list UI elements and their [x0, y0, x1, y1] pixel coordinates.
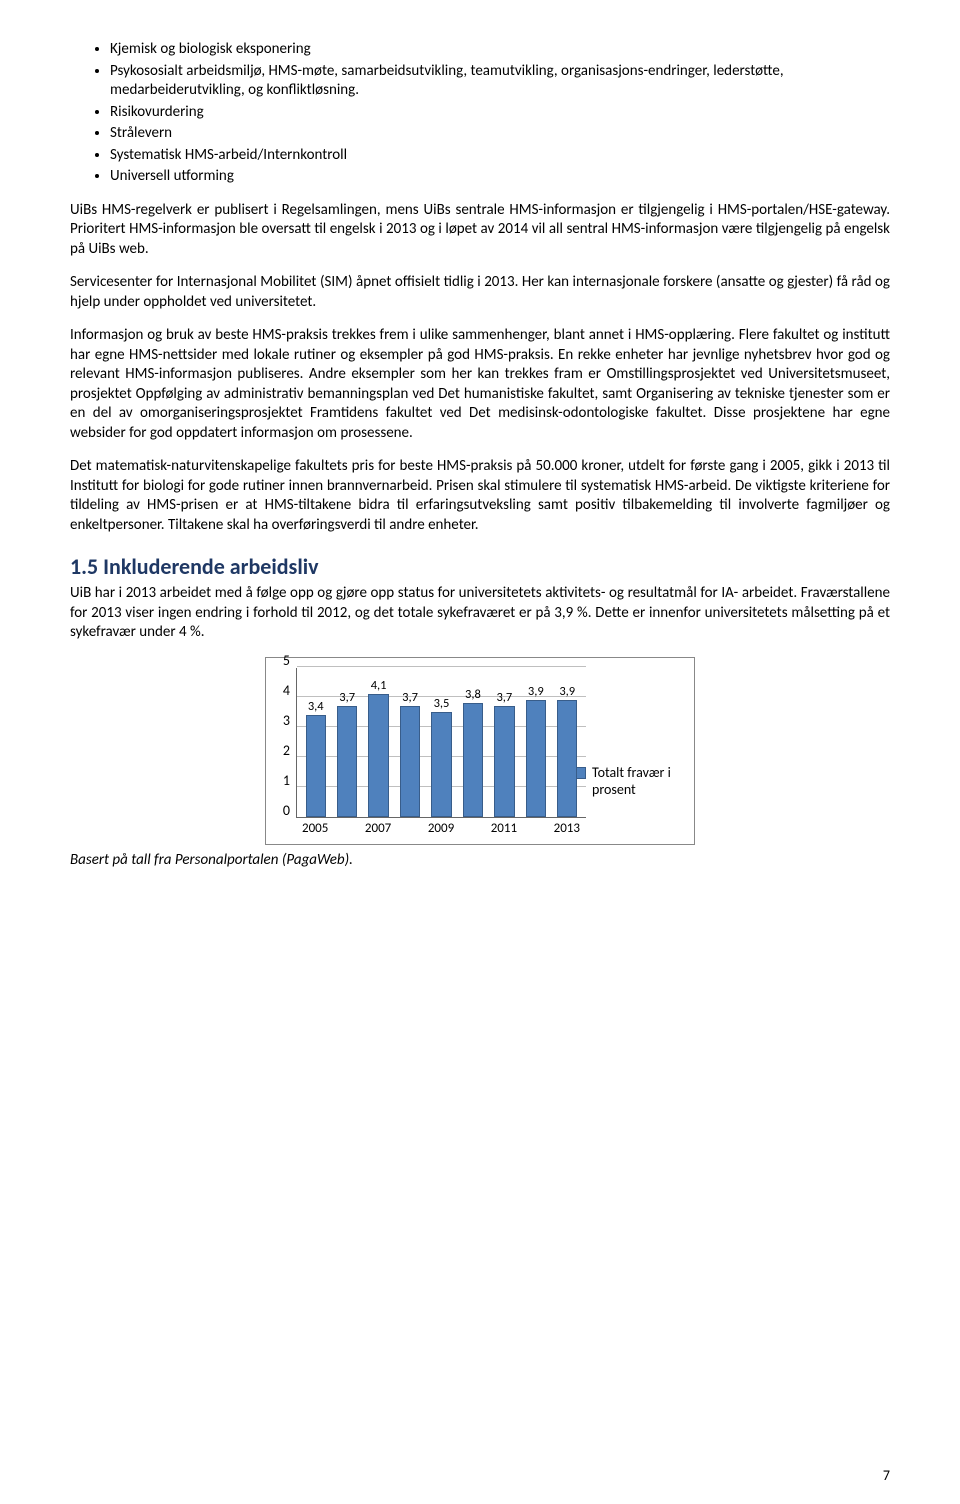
bar-slot: 4,1: [366, 678, 391, 817]
x-tick: [397, 818, 422, 836]
x-tick: 2009: [428, 818, 454, 836]
bar: [463, 703, 483, 817]
bar-value-label: 4,1: [371, 678, 387, 693]
list-item: Universell utforming: [110, 167, 890, 187]
bar: [400, 706, 420, 817]
bar-slot: 3,4: [303, 699, 328, 817]
bar-slot: 3,7: [397, 690, 422, 817]
list-item: Kjemisk og biologisk eksponering: [110, 40, 890, 60]
bar: [494, 706, 514, 817]
bar-slot: 3,7: [492, 690, 517, 817]
bullet-list: Kjemisk og biologisk eksponering Psykoso…: [70, 40, 890, 187]
bar-value-label: 3,5: [434, 696, 450, 711]
bar-value-label: 3,7: [496, 690, 512, 705]
x-axis: 2005 2007 2009 2011 2013: [296, 818, 586, 836]
list-item: Systematisk HMS-arbeid/Internkontroll: [110, 146, 890, 166]
bar: [431, 712, 451, 817]
chart-right-spacer: [586, 668, 686, 836]
plot-area: 3,4 3,7 4,1 3,7 3,5 3,8 3,7 3,9 3,9: [296, 668, 586, 818]
page-number: 7: [883, 1467, 890, 1484]
bar-value-label: 3,7: [339, 690, 355, 705]
chart-legend: Totalt fravær i prosent: [574, 765, 682, 799]
bar: [557, 700, 577, 817]
body-paragraph: UiBs HMS-regelverk er publisert i Regels…: [70, 201, 890, 260]
document-page: Kjemisk og biologisk eksponering Psykoso…: [0, 0, 960, 1504]
bar-slot: 3,9: [555, 684, 580, 817]
bar-chart: 012345 3,43,74,13,73,53,83,73,93,9 20052…: [265, 657, 695, 845]
x-tick: 2013: [554, 818, 580, 836]
bar: [337, 706, 357, 817]
section-heading: 1.5 Inkluderende arbeidsliv: [70, 553, 890, 580]
x-tick: 2005: [302, 818, 328, 836]
gridline: [297, 666, 586, 667]
bar: [526, 700, 546, 817]
chart-body: 012345 3,43,74,13,73,53,83,73,93,9 20052…: [274, 668, 686, 836]
bar-slot: 3,9: [523, 684, 548, 817]
bar-value-label: 3,9: [559, 684, 575, 699]
bar: [368, 694, 388, 817]
bar: [306, 715, 326, 817]
list-item: Risikovurdering: [110, 103, 890, 123]
list-item: Psykososialt arbeidsmiljø, HMS-møte, sam…: [110, 62, 890, 101]
body-paragraph: Informasjon og bruk av beste HMS-praksis…: [70, 326, 890, 443]
x-tick: 2007: [365, 818, 391, 836]
x-tick: [334, 818, 359, 836]
bar-slot: 3,5: [429, 696, 454, 817]
bar-value-label: 3,7: [402, 690, 418, 705]
body-paragraph: Servicesenter for Internasjonal Mobilite…: [70, 273, 890, 312]
bar-slot: 3,7: [334, 690, 359, 817]
y-axis: 012345: [274, 668, 296, 818]
x-tick: 2011: [491, 818, 517, 836]
bar-slot: 3,8: [460, 687, 485, 817]
plot-wrap: 3,4 3,7 4,1 3,7 3,5 3,8 3,7 3,9 3,9 2005 2007 2009…: [296, 668, 586, 836]
x-tick: [523, 818, 548, 836]
legend-label: Totalt fravær i prosent: [592, 765, 682, 799]
body-paragraph: Det matematisk-naturvitenskapelige fakul…: [70, 457, 890, 535]
bar-value-label: 3,9: [528, 684, 544, 699]
body-paragraph: UiB har i 2013 arbeidet med å følge opp …: [70, 584, 890, 643]
bar-value-label: 3,4: [308, 699, 324, 714]
chart-caption: Basert på tall fra Personalportalen (Pag…: [70, 851, 890, 871]
list-item: Strålevern: [110, 124, 890, 144]
x-tick: [460, 818, 485, 836]
bar-value-label: 3,8: [465, 687, 481, 702]
